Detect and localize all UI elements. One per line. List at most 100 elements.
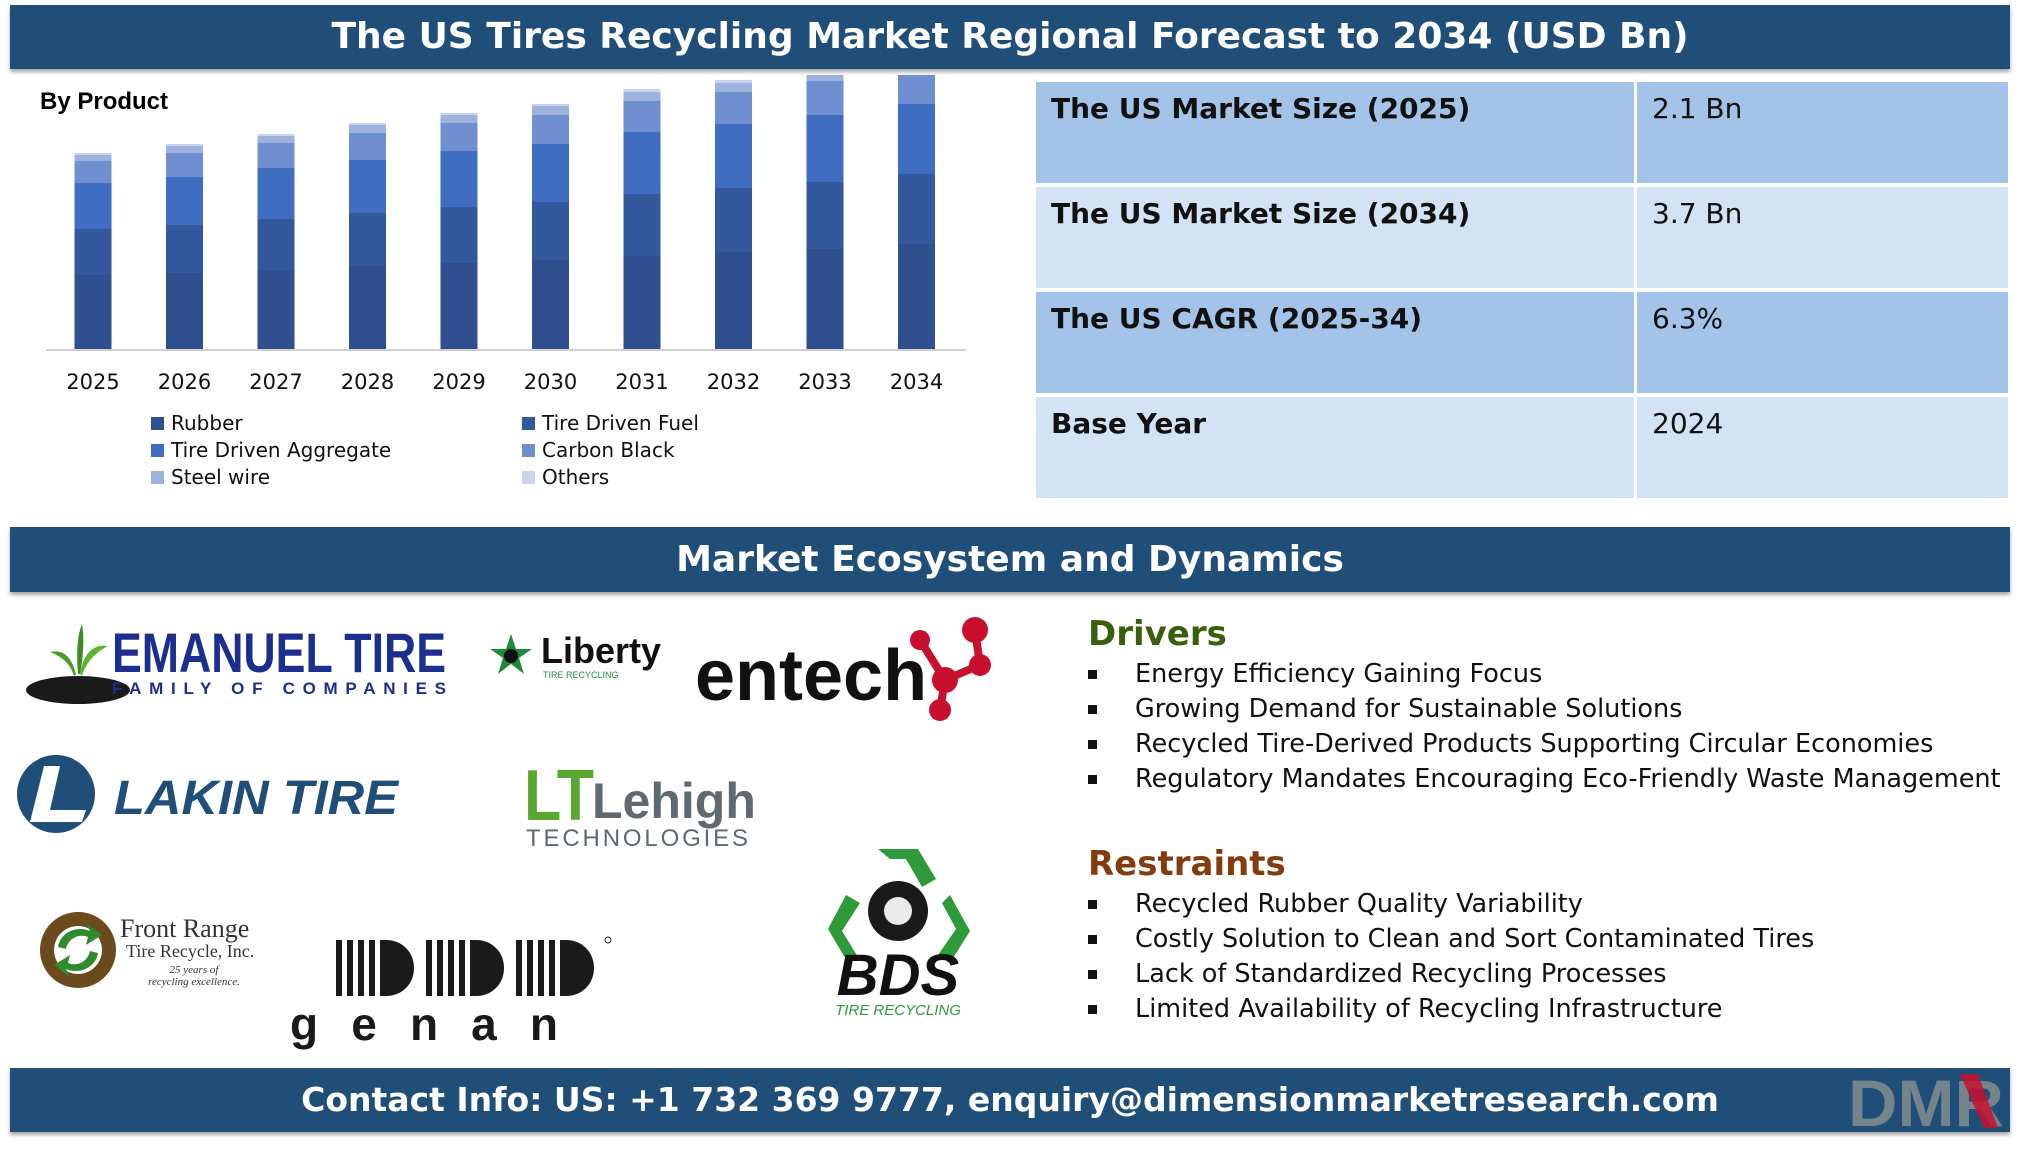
bar-segment (257, 270, 295, 349)
bar-segment (715, 188, 752, 252)
front-range-tire-logo: Front Range Tire Recycle, Inc. 25 years … (40, 912, 254, 988)
lakin-tire-logo: LAKIN TIRE (17, 755, 400, 833)
bar-segment (532, 260, 569, 349)
bar-segment (166, 153, 203, 177)
bar-segment (440, 113, 478, 115)
bar-segment (166, 144, 203, 146)
bar-segment (74, 229, 112, 275)
stat-value: 2.1 Bn (1652, 92, 1743, 125)
x-tick-label: 2027 (249, 370, 302, 394)
bar-segment (349, 213, 386, 266)
bar-segment (257, 168, 295, 219)
bar-segment (715, 124, 752, 188)
legend-swatch (522, 444, 535, 457)
bar-segment (623, 89, 661, 92)
restraint-item: Limited Availability of Recycling Infras… (1088, 992, 1814, 1027)
x-tick-label: 2025 (66, 370, 119, 394)
bar-segment (257, 143, 295, 168)
chart-legend: Rubber Tire Driven Fuel Tire Driven Aggreg… (151, 411, 699, 489)
bds-tire-recycling-logo: BDS TIRE RECYCLING (828, 849, 970, 1019)
dmr-logo: DMR (1848, 1070, 2004, 1132)
stat-value: 6.3% (1652, 302, 1724, 335)
lehigh-logo-name: Lehigh (592, 773, 756, 829)
driver-item: Growing Demand for Sustainable Solutions (1088, 692, 2001, 727)
driver-item: Recycled Tire-Derived Products Supportin… (1088, 727, 2001, 762)
driver-item: Energy Efficiency Gaining Focus (1088, 657, 2001, 692)
front-range-logo-tagline: 25 years of (170, 964, 221, 976)
bar-segment (623, 101, 661, 132)
stats-row: The US Market Size (2025) 2.1 Bn (1036, 82, 2008, 183)
bar-segment (715, 83, 752, 92)
restraint-item: Recycled Rubber Quality Variability (1088, 887, 1814, 922)
x-tick-label: 2026 (158, 370, 211, 394)
lakin-logo-name: LAKIN TIRE (114, 772, 400, 825)
bar-segment (898, 244, 935, 349)
x-tick-labels: 2025 2026 2027 2028 2029 2030 2031 2032 2033 2034 (66, 370, 943, 394)
bar-segment (806, 115, 844, 182)
bar-segment (349, 133, 386, 160)
x-tick-label: 2034 (890, 370, 943, 394)
legend-label: Tire Driven Fuel (541, 411, 699, 435)
bar-segment (166, 273, 203, 349)
legend-label: Carbon Black (542, 438, 675, 462)
bar-segment (532, 144, 569, 202)
legend-swatch (151, 417, 164, 430)
bar-segment (532, 202, 569, 260)
bar-segment (166, 177, 203, 225)
restraints-list: Recycled Rubber Quality Variability Cost… (1088, 887, 1814, 1027)
bars-group (74, 75, 935, 349)
bar-segment (74, 155, 112, 161)
bar-segment (806, 249, 844, 349)
x-tick-label: 2033 (798, 370, 851, 394)
front-range-logo-name: Front Range (120, 914, 249, 943)
bar-segment (440, 263, 478, 349)
bar-segment (715, 92, 752, 124)
legend-item: Others (522, 465, 609, 489)
bar-segment (74, 275, 112, 349)
bar-segment (806, 81, 844, 115)
legend-label: Rubber (171, 411, 243, 435)
stat-value: 2024 (1652, 407, 1724, 440)
bar-segment (623, 132, 661, 194)
bar-segment (623, 92, 661, 101)
bar-segment (257, 219, 295, 270)
driver-item: Regulatory Mandates Encouraging Eco-Frie… (1088, 762, 2001, 797)
bar-segment (349, 266, 386, 349)
bar-segment (715, 252, 752, 349)
x-tick-label: 2029 (432, 370, 485, 394)
stat-label: Base Year (1051, 407, 1207, 440)
bar-segment (623, 194, 661, 256)
stacked-bar-chart: By Product 2025 2026 2027 2028 2029 2030 2031 2… (40, 75, 966, 489)
bar-segment (806, 182, 844, 249)
genan-logo: genan (290, 936, 612, 1050)
legend-item: Steel wire (151, 465, 270, 489)
bar-segment (74, 183, 112, 229)
contact-info: Contact Info: US: +1 732 369 9777, enqui… (301, 1080, 1719, 1119)
front-range-logo-sub: Tire Recycle, Inc. (126, 941, 254, 961)
stat-label: The US Market Size (2034) (1051, 197, 1471, 230)
stats-row: The US CAGR (2025-34) 6.3% (1036, 292, 2008, 393)
legend-label: Tire Driven Aggregate (170, 438, 391, 462)
legend-item: Carbon Black (522, 438, 675, 462)
genan-logo-name: genan (290, 998, 558, 1050)
bar-segment (74, 153, 112, 155)
bar-segment (898, 75, 935, 104)
entech-logo-name: entech (695, 636, 927, 716)
bar-segment (440, 207, 478, 263)
lehigh-logo-sub: TECHNOLOGIES (526, 825, 748, 852)
bar-segment (349, 125, 386, 133)
bds-logo-sub: TIRE RECYCLING (835, 1002, 961, 1019)
legend-item: Tire Driven Fuel (522, 411, 699, 435)
bar-segment (257, 136, 295, 143)
bar-segment (806, 75, 844, 81)
restraint-item: Costly Solution to Clean and Sort Contam… (1088, 922, 1814, 957)
liberty-logo-name: Liberty (541, 630, 661, 671)
bar-segment (623, 256, 661, 349)
contact-footer: Contact Info: US: +1 732 369 9777, enqui… (10, 1068, 2010, 1132)
liberty-logo-sub: TIRE RECYCLING (543, 670, 619, 680)
bar-segment (440, 115, 478, 123)
stat-value: 3.7 Bn (1652, 197, 1743, 230)
legend-swatch (522, 471, 535, 484)
bar-segment (440, 123, 478, 151)
stat-label: The US CAGR (2025-34) (1051, 302, 1423, 335)
